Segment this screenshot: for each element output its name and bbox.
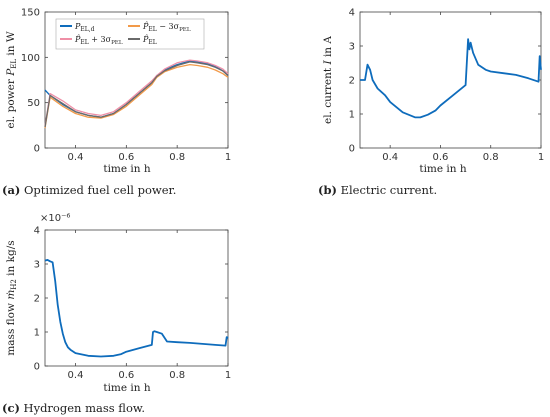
- legend-label-pel-plus: P̂EL + 3σPEL: [74, 35, 123, 46]
- x-tick-label: 0.6: [118, 370, 134, 381]
- y-tick-label: 0: [34, 144, 40, 155]
- panel-b: 0.4 0.6 0.8 1 0 1 2 3 4 time in h el. current I …: [318, 8, 544, 198]
- panel-b-plot: 0.4 0.6 0.8 1 0 1 2 3 4: [349, 8, 545, 164]
- panel-c: 0.4 0.6 0.8 1 0 1 2 3 4 ×10⁻⁶ time in h mass flo…: [2, 213, 231, 415]
- panel-c-xlabel: time in h: [103, 382, 151, 394]
- y-tick-label: 2: [349, 76, 355, 87]
- x-tick-label: 0.6: [432, 152, 448, 163]
- legend-label-pel-d: PEL,d: [74, 22, 95, 33]
- panel-a: 0.4 0.6 0.8 1 0 50 100 150 time in h el. power …: [2, 8, 231, 198]
- y-tick-label: 1: [34, 328, 40, 339]
- panel-a-ylabel: el. power PEL in W: [5, 31, 18, 128]
- series-line-main: [360, 38, 542, 119]
- x-tick-label: 0.8: [169, 152, 185, 163]
- axes-box: [359, 11, 542, 149]
- panel-c-ylabel: mass flow ṁH2 in kg/s: [5, 240, 18, 355]
- panel-c-plot: 0.4 0.6 0.8 1 0 1 2 3 4: [34, 226, 232, 382]
- series-line-p-el: [44, 61, 229, 128]
- x-tick-label: 1: [225, 370, 231, 381]
- x-tick-label: 0.4: [68, 370, 84, 381]
- panel-a-plot: 0.4 0.6 0.8 1 0 50 100 150: [21, 8, 231, 164]
- x-tick-label: 0.8: [483, 152, 499, 163]
- x-tick-label: 1: [225, 152, 231, 163]
- axes-box: [44, 229, 229, 367]
- series-line-p-el-3-pel: [44, 59, 229, 127]
- legend-label-pel-minus: P̂EL − 3σPEL: [142, 22, 191, 33]
- x-tick-label: 0.6: [118, 152, 134, 163]
- series-line-main: [44, 259, 229, 358]
- series-line-p-el-3-pel: [44, 63, 229, 129]
- panel-a-xlabel: time in h: [103, 163, 151, 175]
- x-tick-label: 1: [538, 152, 544, 163]
- panel-a-legend: PEL,d P̂EL + 3σPEL P̂EL − 3σPEL P̂EL: [55, 18, 205, 50]
- legend-box: [55, 18, 205, 50]
- y-tick-label: 150: [21, 8, 40, 19]
- legend-label-pel-hat: P̂EL: [142, 35, 157, 46]
- x-tick-label: 0.8: [169, 370, 185, 381]
- panel-b-caption: (b) Electric current.: [318, 183, 437, 197]
- panel-b-ylabel: el. current I in A: [322, 36, 334, 124]
- y-tick-label: 0: [34, 362, 40, 373]
- panel-c-multiplier: ×10⁻⁶: [40, 213, 70, 224]
- x-tick-label: 0.4: [382, 152, 398, 163]
- y-tick-label: 100: [21, 53, 40, 64]
- y-tick-label: 3: [34, 260, 40, 271]
- x-tick-label: 0.4: [68, 152, 84, 163]
- y-tick-label: 4: [349, 8, 355, 19]
- y-tick-label: 2: [34, 294, 40, 305]
- panel-a-caption: (a) Optimized fuel cell power.: [2, 183, 176, 197]
- panel-b-xlabel: time in h: [419, 163, 467, 175]
- y-tick-label: 4: [34, 226, 40, 237]
- y-tick-label: 0: [349, 144, 355, 155]
- axes-box: [44, 11, 229, 149]
- y-tick-label: 3: [349, 42, 355, 53]
- series-line-p-el-d: [44, 60, 229, 118]
- panel-c-caption: (c) Hydrogen mass flow.: [2, 401, 145, 415]
- y-tick-label: 50: [27, 98, 40, 109]
- y-tick-label: 1: [349, 110, 355, 121]
